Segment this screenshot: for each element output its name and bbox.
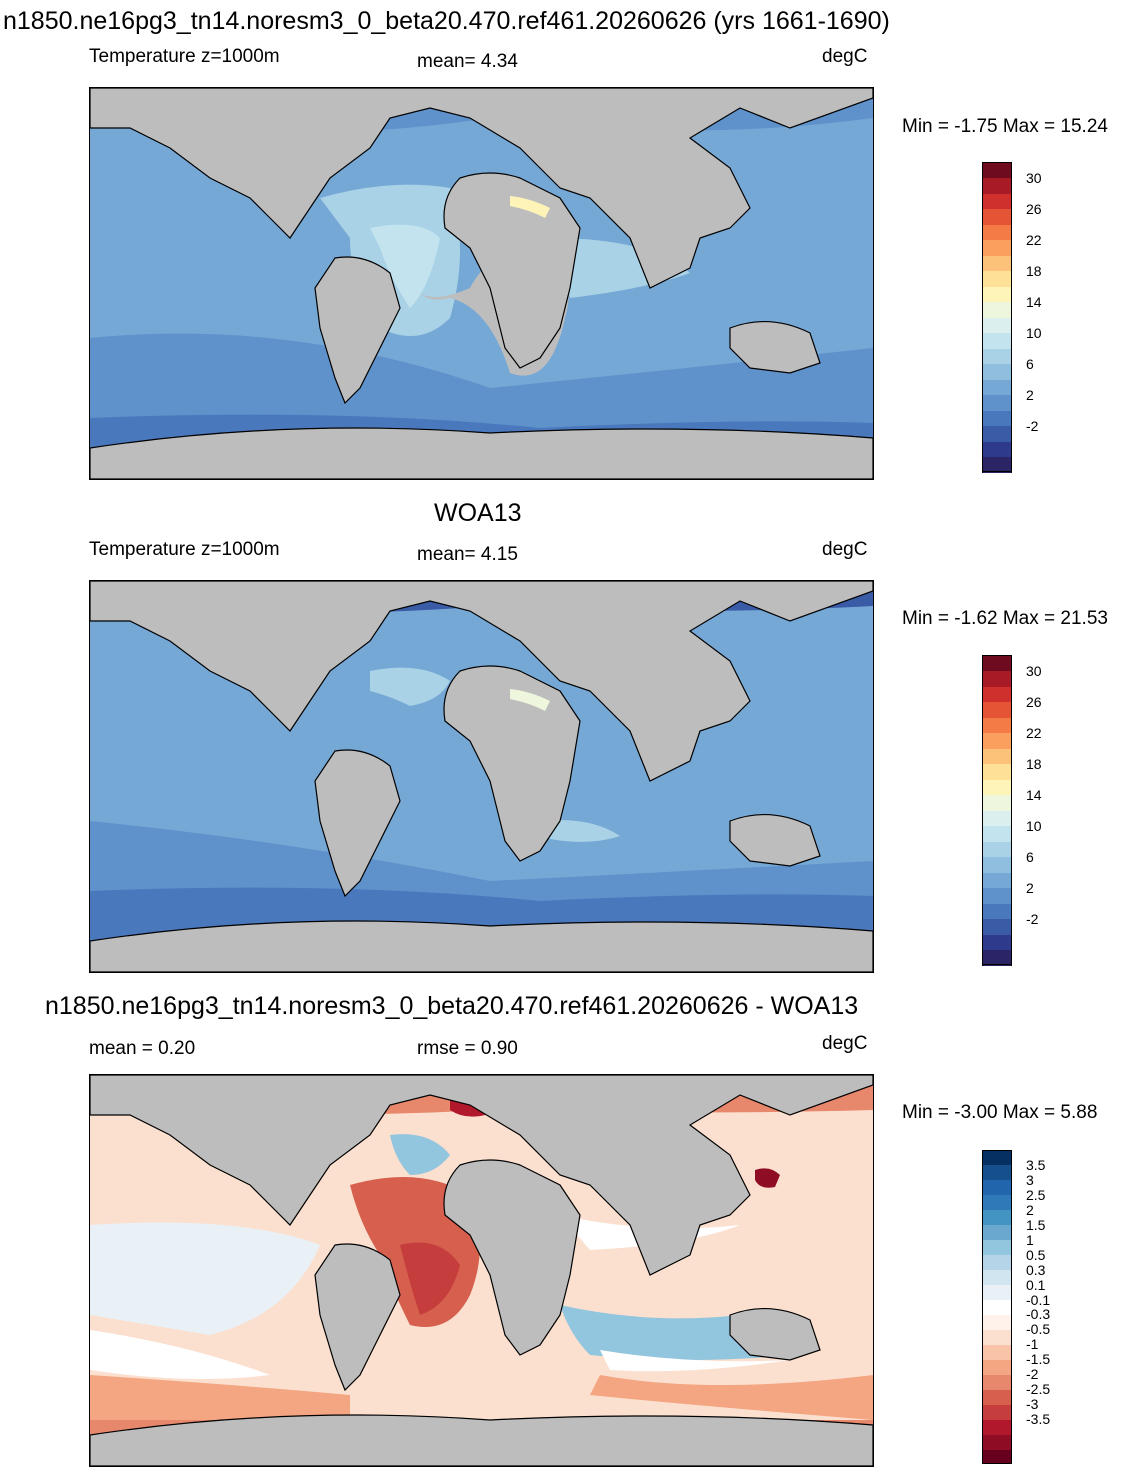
panel3-units-label: degC	[822, 1033, 868, 1054]
colorbar-label: 0.5	[1026, 1246, 1046, 1263]
colorbar-label: 14	[1026, 293, 1042, 310]
panel1-colorbar: 30 26 22 18 14 10 6 2 -2	[982, 162, 1062, 473]
colorbar-label: 2	[1026, 1201, 1034, 1218]
panel1-mean-label: mean= 4.34	[417, 51, 518, 72]
colorbar-label: 6	[1026, 355, 1034, 372]
colorbar-label: 18	[1026, 755, 1042, 772]
panel3-minmax-label: Min = -3.00 Max = 5.88	[902, 1102, 1098, 1123]
panel3-mean-label: mean = 0.20	[89, 1038, 196, 1059]
colorbar-label: -2	[1026, 417, 1039, 434]
colorbar-label: -2	[1026, 910, 1039, 927]
colorbar-label: -3	[1026, 1396, 1039, 1413]
panel1-units-label: degC	[822, 46, 868, 67]
colorbar-label: -1	[1026, 1336, 1039, 1353]
colorbar-label: -2.5	[1026, 1381, 1051, 1398]
colorbar-label: 10	[1026, 324, 1042, 341]
colorbar-label: -0.1	[1026, 1291, 1051, 1308]
colorbar-label: 3.5	[1026, 1156, 1046, 1173]
panel2-mean-label: mean= 4.15	[417, 544, 518, 565]
panel3-colorbar: 3.5 3 2.5 2 1.5 1 0.5 0.3 0.1 -0.1 -0.3 -0.5 -1 -1.5-…	[982, 1150, 1062, 1465]
colorbar-label: 18	[1026, 262, 1042, 279]
panel2-minmax-label: Min = -1.62 Max = 21.53	[902, 608, 1108, 629]
panel2-title: WOA13	[434, 499, 522, 527]
colorbar-label: 2	[1026, 386, 1034, 403]
panel1-title: n1850.ne16pg3_tn14.noresm3_0_beta20.470.…	[3, 7, 890, 35]
panel2-colorbar: 30 26 22 18 14 10 6 2 -2	[982, 655, 1062, 966]
colorbar-label: 22	[1026, 724, 1042, 741]
colorbar-label: -2	[1026, 1366, 1039, 1383]
panel3-title: n1850.ne16pg3_tn14.noresm3_0_beta20.470.…	[45, 992, 859, 1020]
colorbar-label: 1.5	[1026, 1216, 1046, 1233]
panel2-colorbar-frame	[982, 655, 1012, 965]
panel3-colorbar-frame	[982, 1150, 1012, 1464]
panel2-variable-label: Temperature z=1000m	[89, 539, 280, 560]
colorbar-label: 26	[1026, 693, 1042, 710]
panel1-colorbar-frame	[982, 162, 1012, 472]
colorbar-label: 10	[1026, 817, 1042, 834]
colorbar-label: 14	[1026, 786, 1042, 803]
panel1-map	[89, 87, 874, 480]
panel1-minmax-label: Min = -1.75 Max = 15.24	[902, 116, 1108, 137]
colorbar-label: 30	[1026, 662, 1042, 679]
panel3-map	[89, 1074, 874, 1467]
colorbar-label: 2.5	[1026, 1186, 1046, 1203]
panel2-map	[89, 580, 874, 973]
colorbar-label: -3.5	[1026, 1411, 1051, 1428]
panel2-units-label: degC	[822, 539, 868, 560]
colorbar-label: -1.5	[1026, 1351, 1051, 1368]
colorbar-label: 6	[1026, 848, 1034, 865]
colorbar-label: 2	[1026, 879, 1034, 896]
panel3-rmse-label: rmse = 0.90	[417, 1038, 518, 1059]
colorbar-label: 0.1	[1026, 1276, 1046, 1293]
panel1-variable-label: Temperature z=1000m	[89, 46, 280, 67]
colorbar-label: 30	[1026, 169, 1042, 186]
colorbar-label: -0.5	[1026, 1321, 1051, 1338]
colorbar-label: 22	[1026, 231, 1042, 248]
colorbar-label: 0.3	[1026, 1261, 1046, 1278]
colorbar-label: 3	[1026, 1171, 1034, 1188]
colorbar-label: 26	[1026, 200, 1042, 217]
colorbar-label: -0.3	[1026, 1306, 1051, 1323]
colorbar-label: 1	[1026, 1231, 1034, 1248]
